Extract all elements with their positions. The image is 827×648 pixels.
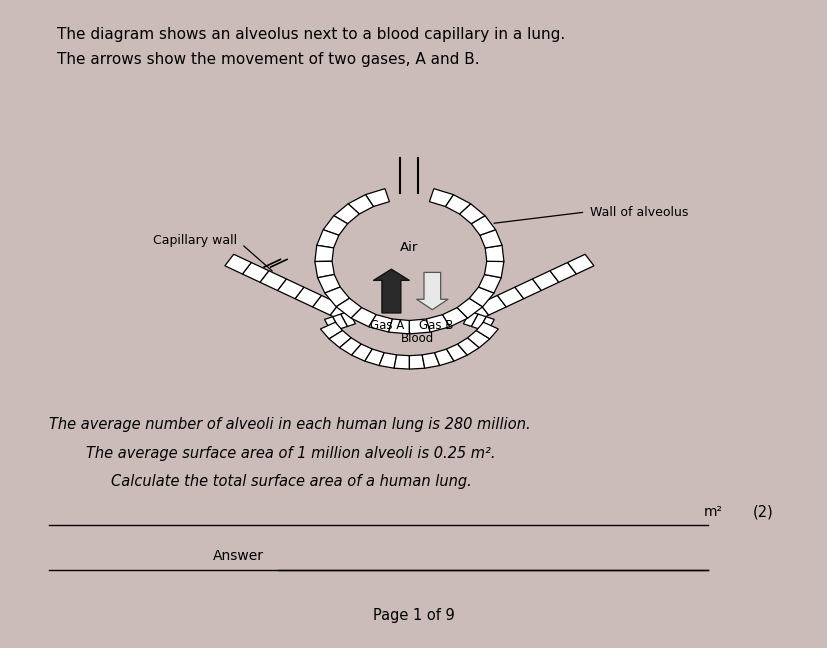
Text: (2): (2) xyxy=(753,504,774,519)
Polygon shape xyxy=(369,315,392,332)
Polygon shape xyxy=(480,317,495,332)
Text: Gas B: Gas B xyxy=(419,319,454,332)
Polygon shape xyxy=(341,312,356,327)
Polygon shape xyxy=(515,279,542,299)
Text: The diagram shows an alveolus next to a blood capillary in a lung.: The diagram shows an alveolus next to a … xyxy=(57,27,566,41)
Polygon shape xyxy=(295,287,322,307)
Polygon shape xyxy=(550,262,576,283)
Polygon shape xyxy=(315,245,333,262)
Polygon shape xyxy=(429,189,453,207)
Polygon shape xyxy=(330,304,356,323)
Polygon shape xyxy=(242,262,269,283)
Polygon shape xyxy=(379,353,397,368)
Polygon shape xyxy=(567,254,594,274)
Polygon shape xyxy=(470,287,494,307)
Polygon shape xyxy=(485,261,504,278)
Polygon shape xyxy=(260,271,286,290)
Polygon shape xyxy=(471,216,495,235)
Polygon shape xyxy=(409,355,425,369)
Polygon shape xyxy=(457,298,483,318)
Polygon shape xyxy=(313,295,339,315)
Polygon shape xyxy=(320,322,342,339)
Polygon shape xyxy=(480,229,502,248)
Polygon shape xyxy=(389,319,409,334)
Text: The average surface area of 1 million alveoli is 0.25 m².: The average surface area of 1 million al… xyxy=(86,446,495,461)
Polygon shape xyxy=(225,254,251,274)
Polygon shape xyxy=(447,344,467,361)
Polygon shape xyxy=(366,189,390,207)
Text: Page 1 of 9: Page 1 of 9 xyxy=(373,608,454,623)
Polygon shape xyxy=(317,229,339,248)
Polygon shape xyxy=(533,271,559,290)
Polygon shape xyxy=(394,355,409,369)
Polygon shape xyxy=(323,216,347,235)
Polygon shape xyxy=(480,295,506,315)
Text: Capillary wall: Capillary wall xyxy=(153,235,237,248)
Polygon shape xyxy=(485,245,504,262)
Text: Blood: Blood xyxy=(401,332,434,345)
Polygon shape xyxy=(351,344,372,361)
Polygon shape xyxy=(422,353,440,368)
Polygon shape xyxy=(476,322,499,339)
Polygon shape xyxy=(467,330,490,348)
Text: m²: m² xyxy=(704,505,723,519)
Text: The average number of alveoli in each human lung is 280 million.: The average number of alveoli in each hu… xyxy=(49,417,531,432)
Polygon shape xyxy=(471,314,486,329)
Polygon shape xyxy=(348,194,374,214)
Polygon shape xyxy=(460,203,485,224)
Polygon shape xyxy=(463,312,478,327)
Polygon shape xyxy=(324,317,339,332)
Polygon shape xyxy=(351,308,376,327)
Text: Answer: Answer xyxy=(213,549,264,562)
Polygon shape xyxy=(427,315,450,332)
Polygon shape xyxy=(446,194,471,214)
Polygon shape xyxy=(334,203,359,224)
Polygon shape xyxy=(462,304,489,323)
Text: Calculate the total surface area of a human lung.: Calculate the total surface area of a hu… xyxy=(111,474,471,489)
Polygon shape xyxy=(340,338,361,355)
Polygon shape xyxy=(329,330,351,348)
Polygon shape xyxy=(336,298,361,318)
Text: Wall of alveolus: Wall of alveolus xyxy=(590,205,688,218)
Polygon shape xyxy=(409,319,430,334)
Polygon shape xyxy=(435,349,454,365)
Text: Air: Air xyxy=(400,241,418,254)
Polygon shape xyxy=(457,338,480,355)
Text: Gas A: Gas A xyxy=(370,319,404,332)
Polygon shape xyxy=(325,287,350,307)
Polygon shape xyxy=(365,349,385,365)
Polygon shape xyxy=(442,308,468,327)
Polygon shape xyxy=(278,279,304,299)
Text: The arrows show the movement of two gases, A and B.: The arrows show the movement of two gase… xyxy=(57,52,480,67)
Polygon shape xyxy=(497,287,523,307)
Polygon shape xyxy=(479,275,501,293)
Polygon shape xyxy=(315,261,334,278)
Polygon shape xyxy=(332,314,347,329)
Polygon shape xyxy=(318,275,340,293)
